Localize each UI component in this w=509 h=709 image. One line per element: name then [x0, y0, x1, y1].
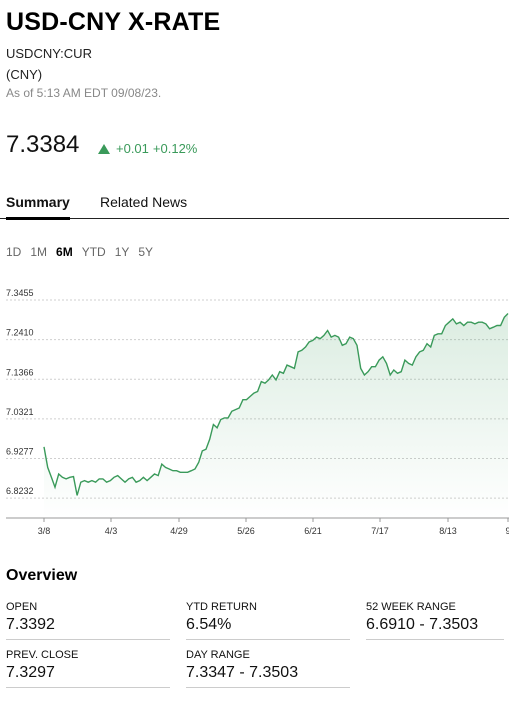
stat-value: 6.54%	[186, 616, 232, 633]
range-ytd[interactable]: YTD	[81, 245, 106, 259]
range-1d[interactable]: 1D	[6, 245, 22, 259]
y-tick-label: 6.8232	[6, 486, 34, 496]
stat-value: 7.3347 - 7.3503	[186, 664, 299, 681]
x-tick-label: 9	[505, 526, 509, 536]
range-selector: 1D 1M 6M YTD 1Y 5Y	[6, 245, 153, 259]
change-value: +0.01	[116, 141, 149, 156]
x-tick-label: 7/17	[371, 526, 389, 536]
page-title: USD-CNY X-RATE	[6, 8, 221, 36]
x-tick-label: 4/29	[170, 526, 188, 536]
y-tick-label: 7.1366	[6, 367, 34, 377]
change-percent: +0.12%	[152, 141, 198, 156]
stat-label: PREV. CLOSE	[6, 649, 79, 661]
y-tick-label: 6.9277	[6, 447, 34, 457]
ticker-symbol: USDCNY:CUR	[6, 46, 92, 61]
series-line	[43, 313, 509, 496]
range-5y[interactable]: 5Y	[138, 245, 154, 259]
as-of-timestamp: As of 5:13 AM EDT 09/08/23.	[6, 86, 162, 100]
x-tick-label: 5/26	[237, 526, 255, 536]
price-chart: 7.3455 7.2410 7.1366 7.0321 6.9277 6.8232 3/8 4…	[6, 288, 509, 536]
stat-52-week-range: 52 WEEK RANGE 6.6910 - 7.3503	[366, 601, 504, 640]
stat-label: OPEN	[6, 601, 38, 613]
stat-label: 52 WEEK RANGE	[366, 601, 456, 613]
y-tick-label: 7.2410	[6, 328, 34, 338]
x-tick-label: 8/13	[439, 526, 457, 536]
stat-prev-close: PREV. CLOSE 7.3297	[6, 649, 170, 688]
stat-open: OPEN 7.3392	[6, 601, 170, 640]
stat-label: DAY RANGE	[186, 649, 250, 661]
currency-label: (CNY)	[6, 67, 43, 82]
y-tick-label: 7.0321	[6, 407, 34, 417]
range-6m[interactable]: 6M	[56, 245, 73, 259]
range-1m[interactable]: 1M	[30, 245, 48, 259]
series-area	[44, 313, 508, 518]
stat-value: 7.3297	[6, 664, 55, 681]
stat-label: YTD RETURN	[186, 601, 257, 613]
triangle-up-icon	[98, 143, 110, 154]
x-tick-label: 6/21	[304, 526, 322, 536]
overview-title: Overview	[6, 567, 78, 584]
y-tick-label: 7.3455	[6, 288, 34, 298]
tab-bar: Summary Related News	[0, 192, 509, 220]
price-change: +0.01 +0.12%	[98, 141, 197, 156]
range-1y[interactable]: 1Y	[114, 245, 130, 259]
stat-value: 7.3392	[6, 616, 55, 633]
stat-value: 6.6910 - 7.3503	[366, 616, 479, 633]
stat-day-range: DAY RANGE 7.3347 - 7.3503	[186, 649, 350, 688]
tab-summary[interactable]: Summary	[6, 194, 70, 220]
current-price: 7.3384	[6, 131, 80, 158]
tab-related-news[interactable]: Related News	[100, 194, 188, 210]
x-tick-label: 4/3	[105, 526, 118, 536]
stat-ytd-return: YTD RETURN 6.54%	[186, 601, 350, 640]
x-tick-label: 3/8	[38, 526, 51, 536]
